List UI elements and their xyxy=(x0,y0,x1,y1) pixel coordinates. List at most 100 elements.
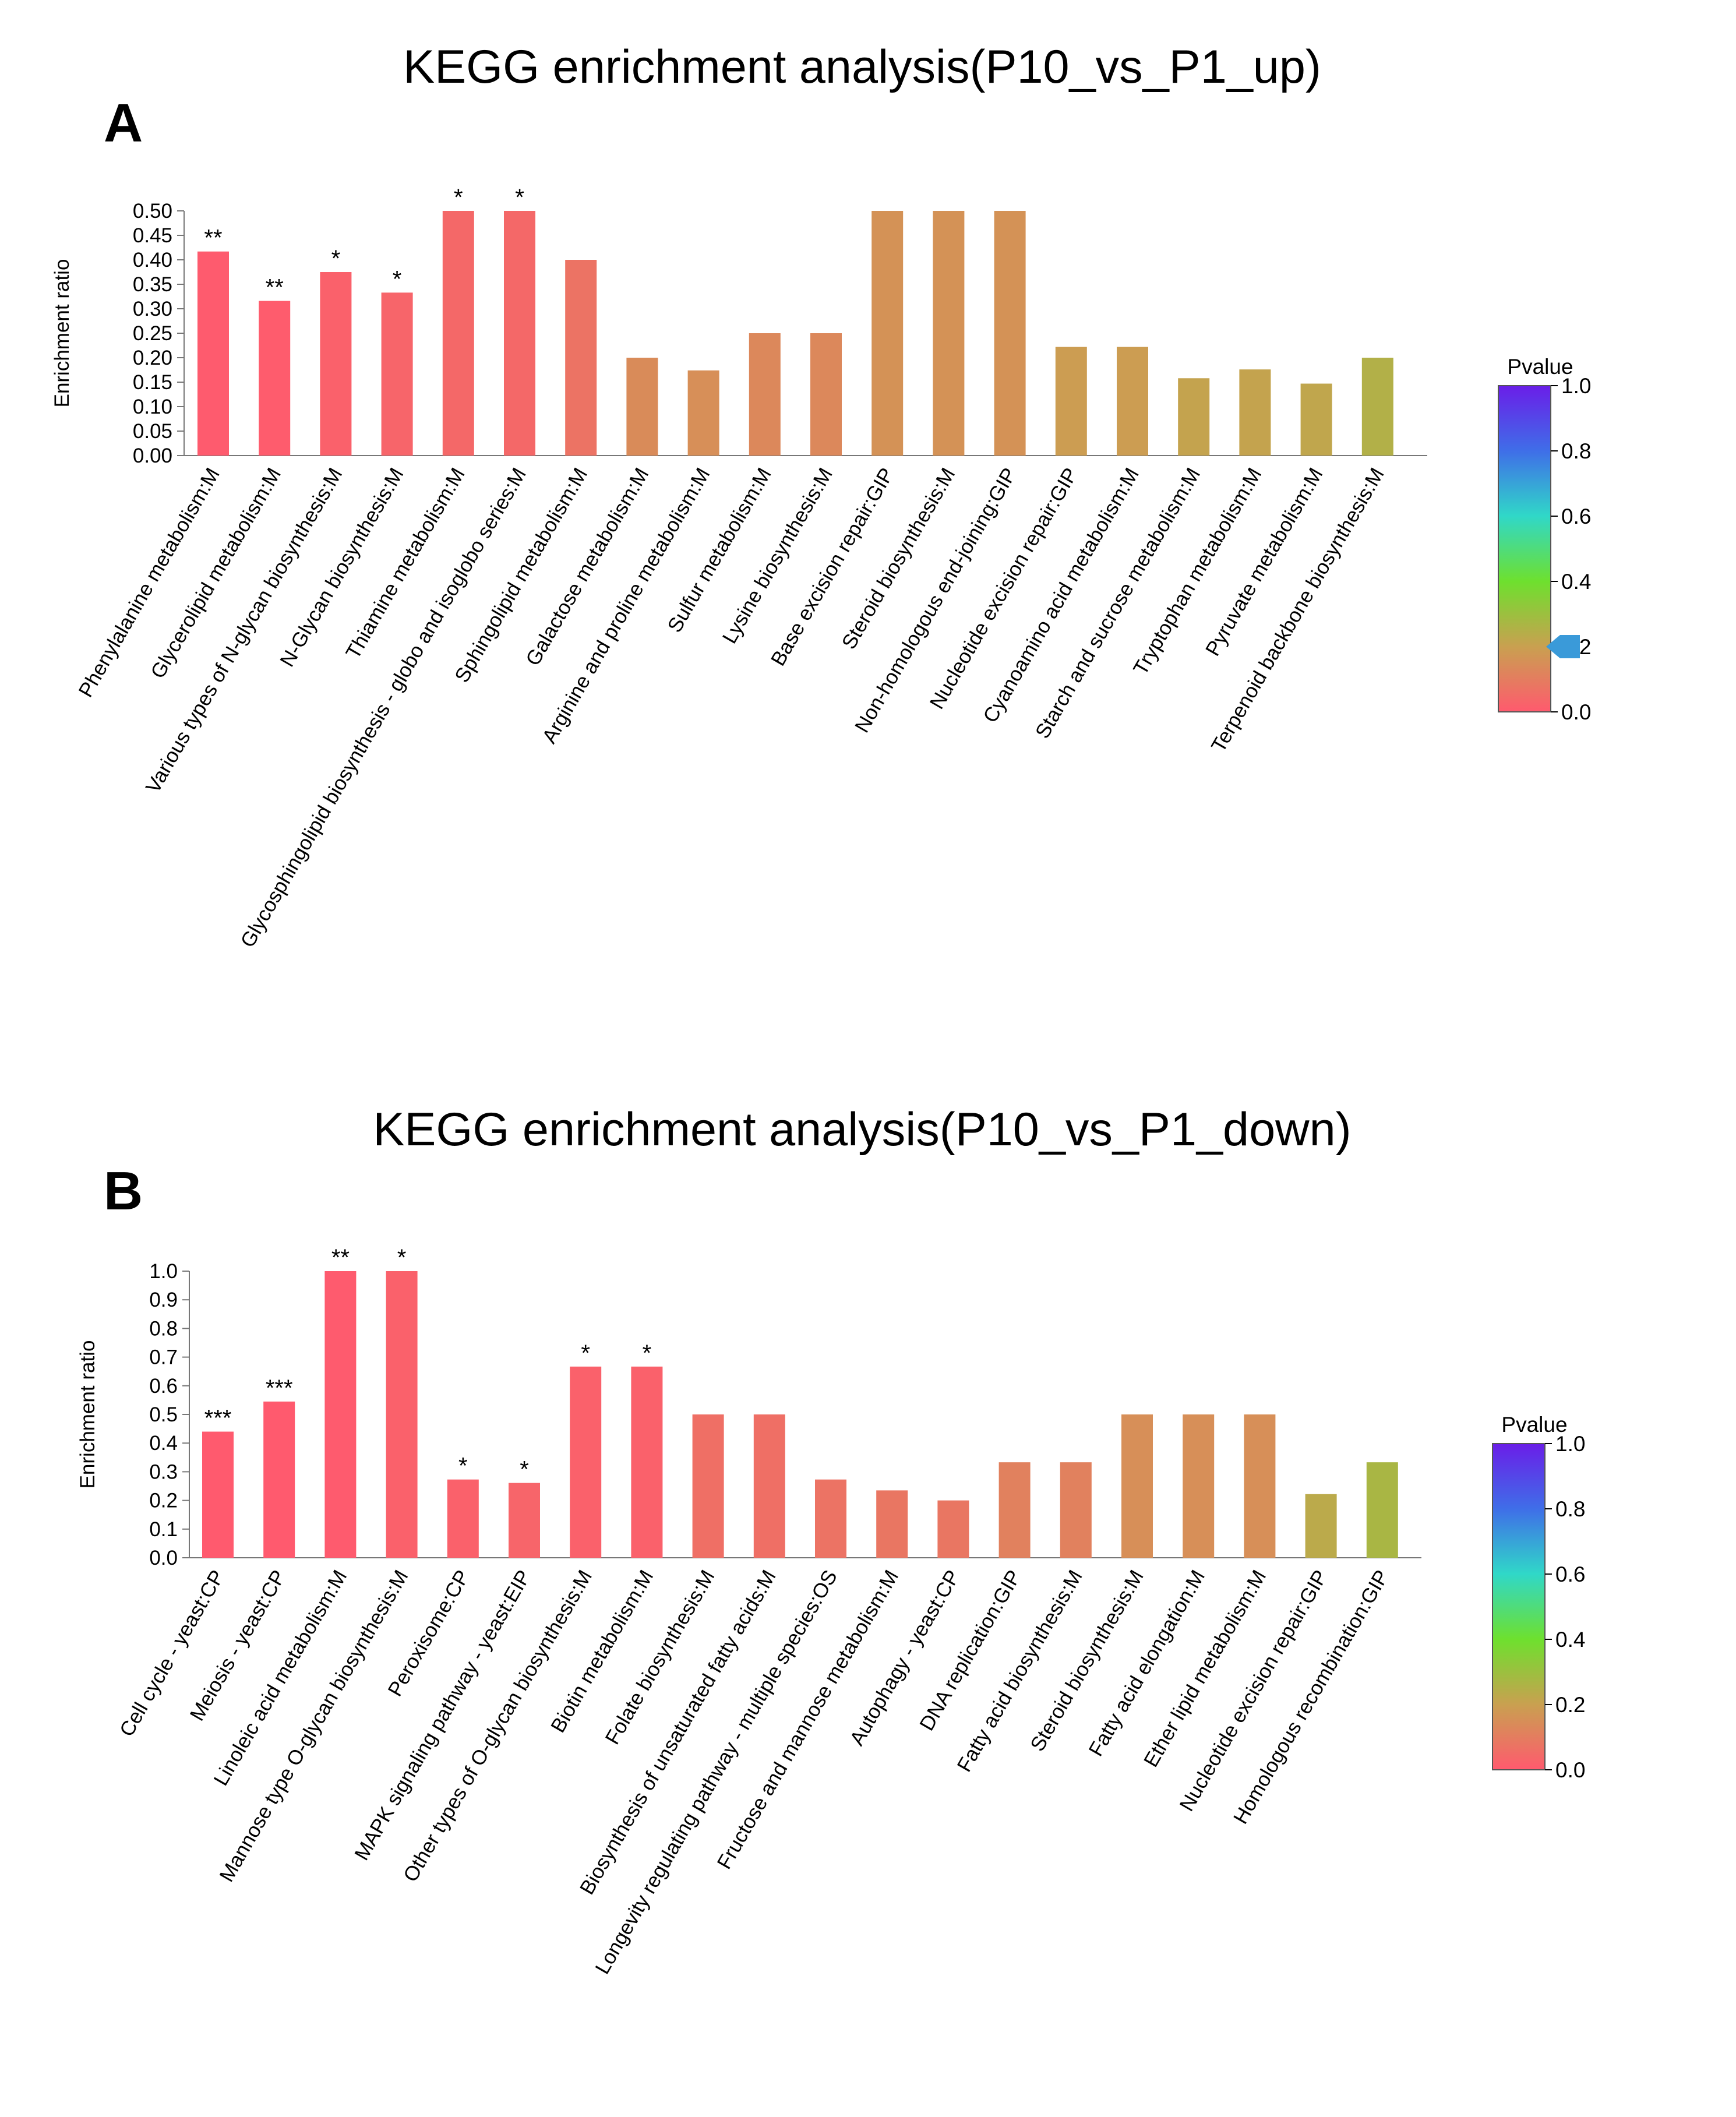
category-label: Cell cycle - yeast:CP xyxy=(115,1566,229,1741)
y-tick-label: 0.3 xyxy=(149,1460,178,1483)
bar xyxy=(565,260,597,456)
bar xyxy=(998,1462,1031,1558)
significance-label: *** xyxy=(266,1375,293,1401)
legend-title: Pvalue xyxy=(1507,355,1573,379)
bar xyxy=(933,211,965,456)
significance-label: ** xyxy=(266,275,284,301)
bar xyxy=(381,292,413,456)
bar xyxy=(202,1431,234,1558)
y-axis-label: Enrichment ratio xyxy=(51,259,73,408)
bar xyxy=(1060,1462,1092,1558)
bar xyxy=(1117,347,1148,456)
significance-label: * xyxy=(520,1457,529,1483)
category-label: Steroid biosynthesis:M xyxy=(837,464,959,653)
bar xyxy=(692,1414,724,1558)
bar xyxy=(753,1414,785,1558)
legend-tick-label: 0.6 xyxy=(1561,504,1591,528)
category-label: Lysine biosynthesis:M xyxy=(718,464,837,648)
bar xyxy=(386,1271,418,1558)
category-label: Fatty acid elongation:M xyxy=(1084,1566,1209,1760)
significance-label: ** xyxy=(204,225,222,251)
y-tick-label: 0.30 xyxy=(133,298,172,320)
bar xyxy=(1366,1462,1398,1558)
category-label: Autophagy - yeast:CP xyxy=(845,1566,964,1749)
bar xyxy=(1183,1414,1215,1558)
legend-tick-label: 0.0 xyxy=(1555,1758,1585,1782)
y-tick-label: 0.0 xyxy=(149,1547,178,1569)
bar xyxy=(1244,1414,1276,1558)
bar xyxy=(937,1500,969,1558)
bar xyxy=(259,301,291,456)
panel-label: A xyxy=(104,93,143,153)
bar xyxy=(320,272,352,456)
bar xyxy=(1239,369,1271,456)
bar xyxy=(504,211,535,456)
legend-color-bar xyxy=(1498,385,1551,712)
bar xyxy=(447,1479,479,1558)
y-tick-label: 0.25 xyxy=(133,322,172,345)
panel-a: KEGG enrichment analysis(P10_vs_P1_up) A 0… xyxy=(51,41,1591,951)
category-label: Pyruvate metabolism:M xyxy=(1201,464,1328,660)
y-tick-label: 0.50 xyxy=(133,200,172,223)
category-label: Folate biosynthesis:M xyxy=(601,1566,719,1749)
chart-title: KEGG enrichment analysis(P10_vs_P1_down) xyxy=(373,1103,1351,1156)
bar xyxy=(810,333,842,456)
y-tick-label: 0.5 xyxy=(149,1403,178,1426)
bar xyxy=(509,1483,540,1558)
y-tick-label: 0.40 xyxy=(133,249,172,271)
legend-tick-label: 0.8 xyxy=(1555,1497,1585,1521)
legend-tick-label: 1.0 xyxy=(1561,374,1591,398)
y-tick-label: 0.2 xyxy=(149,1490,178,1512)
y-tick-label: 0.6 xyxy=(149,1375,178,1398)
y-tick-label: 0.10 xyxy=(133,396,172,418)
y-tick-label: 0.05 xyxy=(133,420,172,443)
bar xyxy=(631,1366,663,1558)
significance-label: * xyxy=(454,185,463,210)
legend-tick-label: 0.0 xyxy=(1561,700,1591,724)
bar xyxy=(324,1271,357,1558)
significance-label: * xyxy=(458,1453,468,1479)
bar xyxy=(1300,383,1332,456)
y-tick-label: 0.1 xyxy=(149,1518,178,1541)
category-label: Fatty acid biosynthesis:M xyxy=(952,1566,1086,1776)
y-tick-label: 0.00 xyxy=(133,444,172,467)
bar xyxy=(876,1490,908,1558)
bar xyxy=(749,333,781,456)
bar xyxy=(626,358,658,456)
y-tick-label: 0.20 xyxy=(133,347,172,369)
significance-label: * xyxy=(393,266,402,292)
y-tick-label: 0.8 xyxy=(149,1317,178,1340)
significance-label: * xyxy=(515,185,524,210)
bar xyxy=(197,251,229,456)
legend-tick-label: 0.4 xyxy=(1555,1628,1585,1652)
significance-label: * xyxy=(397,1245,407,1271)
bar xyxy=(1305,1494,1337,1558)
legend-color-bar xyxy=(1492,1443,1546,1770)
y-tick-label: 1.0 xyxy=(149,1260,178,1283)
y-axis-label: Enrichment ratio xyxy=(76,1340,99,1489)
category-label: Galactose metabolism:M xyxy=(521,464,653,670)
bar xyxy=(1361,358,1393,456)
category-label: Steroid biosynthesis:M xyxy=(1026,1566,1148,1755)
y-tick-label: 0.9 xyxy=(149,1289,178,1311)
legend-title: Pvalue xyxy=(1501,1413,1567,1437)
panel-b: KEGG enrichment analysis(P10_vs_P1_down)… xyxy=(76,1103,1585,1978)
category-label: N-Glycan biosynthesis:M xyxy=(276,464,408,671)
significance-label: * xyxy=(581,1340,590,1366)
legend-marker-handle[interactable] xyxy=(1546,635,1580,658)
legend-tick-label: 0.2 xyxy=(1555,1693,1585,1717)
significance-label: * xyxy=(331,246,341,271)
y-tick-label: 0.15 xyxy=(133,371,172,394)
bar xyxy=(994,211,1026,456)
y-tick-label: 0.45 xyxy=(133,224,172,247)
category-label: Glycosphingolipid biosynthesis - globo a… xyxy=(236,464,531,952)
legend-tick-label: 0.8 xyxy=(1561,439,1591,463)
y-tick-label: 0.7 xyxy=(149,1346,178,1369)
significance-label: *** xyxy=(204,1406,232,1431)
bar xyxy=(1178,378,1210,456)
legend-tick-label: 1.0 xyxy=(1555,1432,1585,1456)
category-label: Base excision repair:GIP xyxy=(767,464,898,670)
significance-label: ** xyxy=(331,1245,350,1271)
legend-tick-label: 0.6 xyxy=(1555,1562,1585,1586)
